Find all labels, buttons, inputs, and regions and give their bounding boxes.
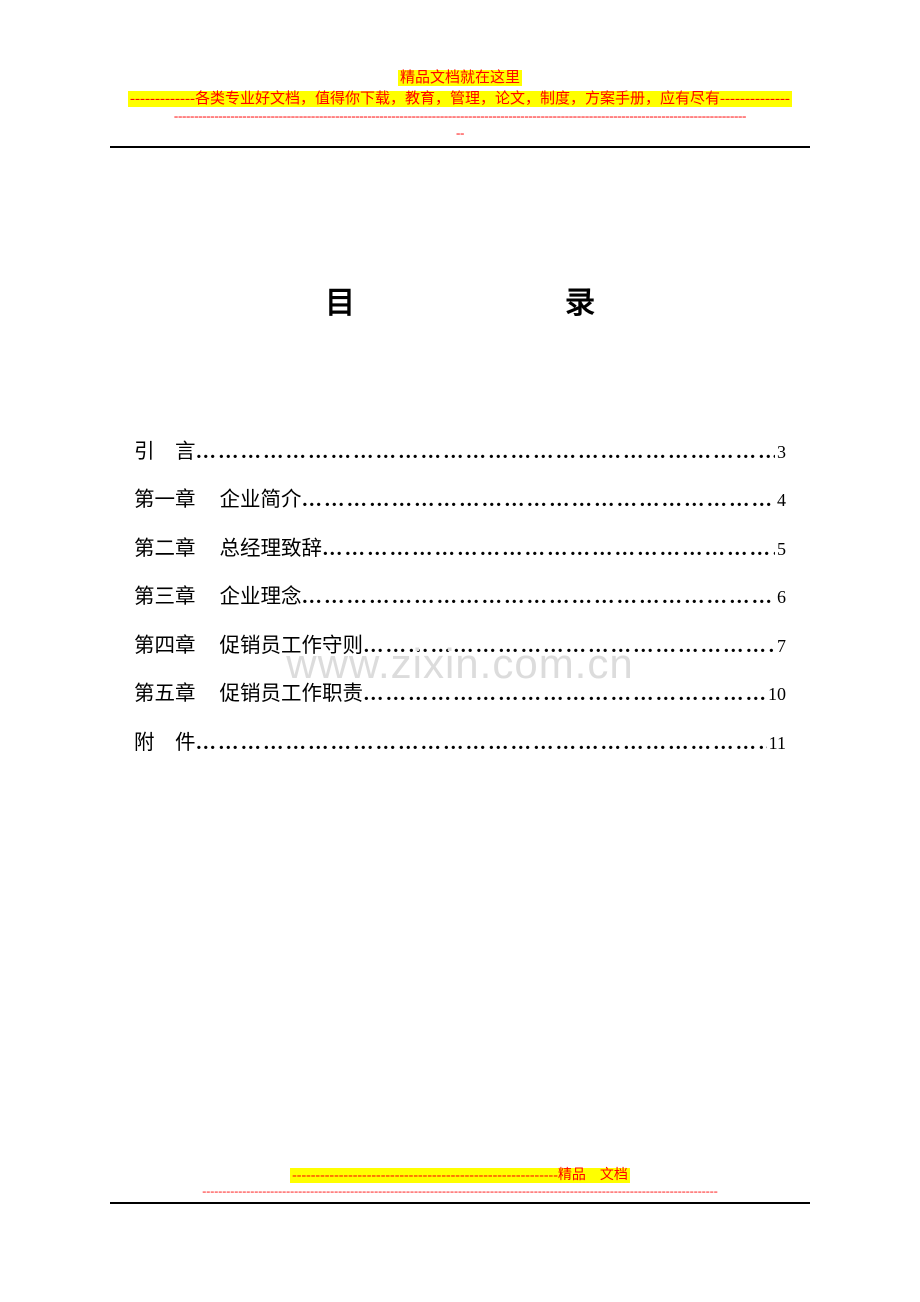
title-char1: 目	[325, 287, 355, 320]
title-char2: 录	[565, 287, 595, 320]
toc-leader-dots	[363, 636, 775, 657]
toc-title: 企业简介	[220, 490, 302, 511]
footer-block: ----------------------------------------…	[110, 1164, 810, 1204]
toc-leader-dots	[363, 684, 766, 705]
toc-title: 促销员工作守则	[220, 636, 364, 657]
header-line2-prefix: -------------	[130, 91, 195, 107]
toc-label: 引 言	[134, 442, 196, 463]
header-dashes-tail: --	[110, 125, 810, 142]
footer-highlight: ----------------------------------------…	[290, 1168, 630, 1183]
toc-leader-dots	[196, 442, 776, 463]
toc-row: 第四章 促销员工作守则 7	[134, 636, 786, 657]
toc-label: 第四章	[134, 636, 196, 657]
toc-page: 6	[775, 588, 786, 606]
header-line2-wrap: -------------各类专业好文档，值得你下载，教育，管理，论文，制度，方…	[110, 87, 810, 108]
toc-label: 第五章	[134, 684, 196, 705]
page-title: 目录	[110, 278, 810, 322]
toc-row: 第五章 促销员工作职责 10	[134, 684, 786, 705]
header-line2-text: 各类专业好文档，值得你下载，教育，管理，论文，制度，方案手册，应有尽有	[195, 91, 720, 107]
footer-line-wrap: ----------------------------------------…	[110, 1164, 810, 1184]
toc-page: 11	[767, 734, 786, 752]
toc-row: 附 件 11	[134, 733, 786, 754]
footer-rule	[110, 1202, 810, 1204]
toc-label: 附 件	[134, 733, 196, 754]
toc-label: 第二章	[134, 539, 196, 560]
toc-row: 第一章 企业简介 4	[134, 490, 786, 511]
toc-leader-dots	[196, 733, 767, 754]
footer-prefix-dashes: ----------------------------------------…	[292, 1168, 558, 1183]
footer-dashes-row: ----------------------------------------…	[110, 1184, 810, 1198]
table-of-contents: 引 言 3 第一章 企业简介 4 第二章 总经理致辞 5 第三章 企业理念 6	[110, 442, 810, 754]
toc-leader-dots	[302, 490, 776, 511]
toc-label: 第三章	[134, 587, 196, 608]
toc-title: 促销员工作职责	[220, 684, 364, 705]
header-line2: -------------各类专业好文档，值得你下载，教育，管理，论文，制度，方…	[128, 91, 792, 107]
toc-page: 7	[775, 637, 786, 655]
toc-label: 第一章	[134, 490, 196, 511]
toc-row: 第二章 总经理致辞 5	[134, 539, 786, 560]
toc-title: 企业理念	[220, 587, 302, 608]
footer-text: 精品 文档	[558, 1168, 628, 1183]
document-page: 精品文档就在这里 -------------各类专业好文档，值得你下载，教育，管…	[0, 0, 920, 1302]
toc-row: 第三章 企业理念 6	[134, 587, 786, 608]
toc-page: 4	[775, 491, 786, 509]
toc-row: 引 言 3	[134, 442, 786, 463]
header-line2-suffix: --------------	[720, 91, 790, 107]
toc-title: 总经理致辞	[220, 539, 323, 560]
toc-leader-dots	[302, 587, 776, 608]
header-rule	[110, 146, 810, 148]
header-line1: 精品文档就在这里	[398, 70, 522, 86]
toc-leader-dots	[322, 539, 775, 560]
header-block: 精品文档就在这里 -------------各类专业好文档，值得你下载，教育，管…	[110, 66, 810, 148]
toc-page: 3	[775, 443, 786, 461]
toc-page: 10	[766, 685, 786, 703]
toc-page: 5	[775, 540, 786, 558]
header-dashes-row: ----------------------------------------…	[110, 108, 810, 125]
header-line1-wrap: 精品文档就在这里	[110, 66, 810, 87]
